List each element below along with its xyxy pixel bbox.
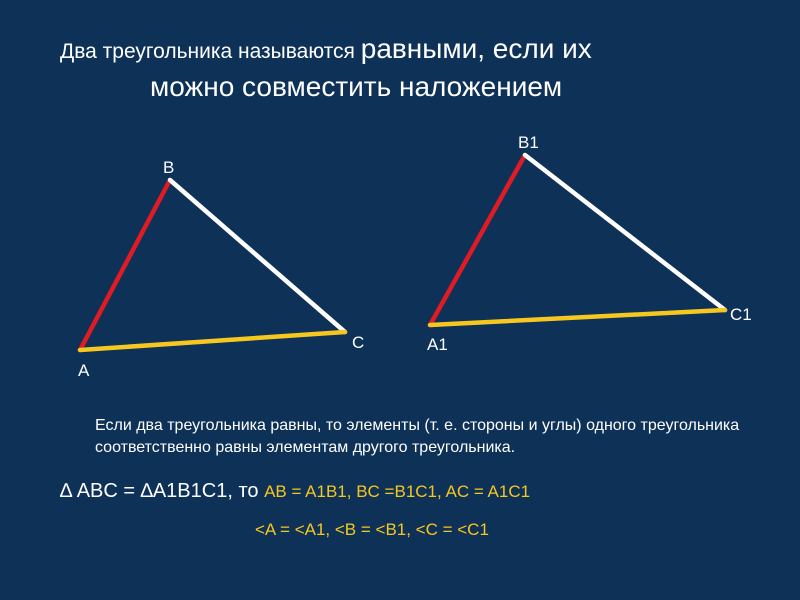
triangle-a1b1c1: A1 B1 C1 — [430, 155, 770, 365]
vertex-label-c1: C1 — [730, 305, 752, 325]
triangles-diagram: A B C A1 B1 C1 — [0, 165, 800, 370]
equality-sides: AB = A1B1, BC =B1C1, AC = A1C1 — [264, 482, 530, 501]
side-a1b1 — [430, 155, 525, 325]
title-line2: можно совместить наложением — [60, 68, 740, 106]
title-part1: Два треугольника называются — [60, 40, 361, 63]
vertex-label-b: B — [163, 158, 174, 178]
equality-statement: ∆ ABC = ∆A1B1C1, то AB = A1B1, BC =B1C1,… — [60, 480, 530, 503]
vertex-label-c: C — [352, 333, 364, 353]
explanation-text: Если два треугольника равны, то элементы… — [95, 415, 740, 458]
equality-angles: <A = <A1, <B = <B1, <C = <C1 — [255, 520, 489, 540]
triangle-abc: A B C — [80, 180, 390, 390]
vertex-label-a: A — [78, 361, 89, 381]
side-a1c1 — [430, 310, 725, 325]
slide: Два треугольника называются равными, есл… — [0, 0, 800, 600]
side-ac — [80, 332, 345, 350]
triangle-a1b1c1-svg — [430, 155, 740, 335]
equality-prefix: ∆ ABC = ∆A1B1C1, то — [60, 480, 264, 502]
title-part2: равными, если их — [361, 33, 592, 64]
vertex-label-b1: B1 — [518, 133, 539, 153]
side-ab — [80, 180, 170, 350]
slide-title: Два треугольника называются равными, есл… — [60, 30, 740, 106]
triangle-abc-svg — [80, 180, 360, 360]
side-b1c1 — [525, 155, 725, 310]
vertex-label-a1: A1 — [427, 335, 448, 355]
side-bc — [170, 180, 345, 332]
